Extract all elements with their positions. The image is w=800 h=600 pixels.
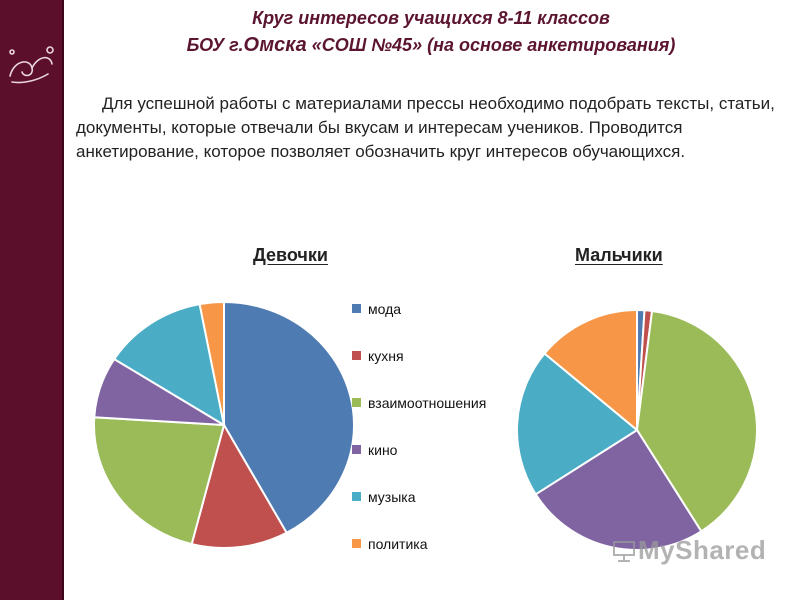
- legend-swatch-kukhnya: [352, 351, 361, 360]
- intro-sentence-2a: Проводится анкетирование, которое позвол…: [76, 118, 683, 161]
- legend-label-politika: политика: [368, 536, 428, 552]
- girls-slice-moda: [223, 300, 355, 535]
- presentation-board-icon: [613, 541, 635, 562]
- chart-legend: мода кухня взаимоотношения кино музыка полити…: [352, 301, 486, 552]
- boys-slice-muzyka: [516, 352, 639, 496]
- intro-sentence-1: Для успешной работы с материалами прессы…: [76, 94, 775, 137]
- legend-swatch-politika: [352, 539, 361, 548]
- title-line-2-suffix: «СОШ №45» (на основе анкетирования): [306, 35, 676, 55]
- title-city: Омска: [243, 34, 307, 56]
- girls-slice-vzaimootnosheniya: [93, 416, 226, 546]
- intro-sentence-2-end: .: [680, 142, 686, 161]
- girls-slice-kukhnya: [190, 422, 289, 549]
- legend-label-moda: мода: [368, 301, 401, 317]
- slide-header: Круг интересов учащихся 8-11 классов БОУ…: [62, 0, 800, 74]
- watermark: MyShared: [612, 535, 766, 566]
- legend-swatch-vzaimootnosheniya: [352, 398, 361, 407]
- boys-chart-title: Мальчики: [575, 245, 663, 265]
- girls-slice-muzyka: [112, 303, 226, 428]
- boys-slice-politika: [543, 308, 638, 433]
- boys-pie-chart: [516, 308, 758, 551]
- legend-swatch-muzyka: [352, 492, 361, 501]
- title-line-2: БОУ г.Омска «СОШ №45» (на основе анкетир…: [62, 34, 800, 57]
- boys-slice-kino: [534, 428, 703, 551]
- watermark-text: MyShared: [638, 535, 767, 565]
- girls-pie-chart: [93, 300, 355, 549]
- legend-swatch-moda: [352, 304, 361, 313]
- intro-paragraph: Для успешной работы с материалами прессы…: [76, 92, 776, 164]
- girls-chart-title: Девочки: [253, 245, 328, 265]
- girls-slice-politika: [198, 300, 225, 426]
- legend-label-kukhnya: кухня: [368, 348, 404, 364]
- legend-swatch-kino: [352, 445, 361, 454]
- legend-label-muzyka: музыка: [368, 489, 416, 505]
- flourish-ornament-icon: [9, 46, 54, 84]
- intro-sentence-2b: обучающихся: [572, 142, 681, 161]
- legend-label-kino: кино: [368, 442, 398, 458]
- title-line-2-prefix: БОУ г.: [186, 35, 244, 55]
- legend-label-vzaimootnosheniya: взаимоотношения: [368, 395, 486, 411]
- title-line-1: Круг интересов учащихся 8-11 классов: [252, 8, 610, 28]
- sidebar-band: [0, 0, 64, 600]
